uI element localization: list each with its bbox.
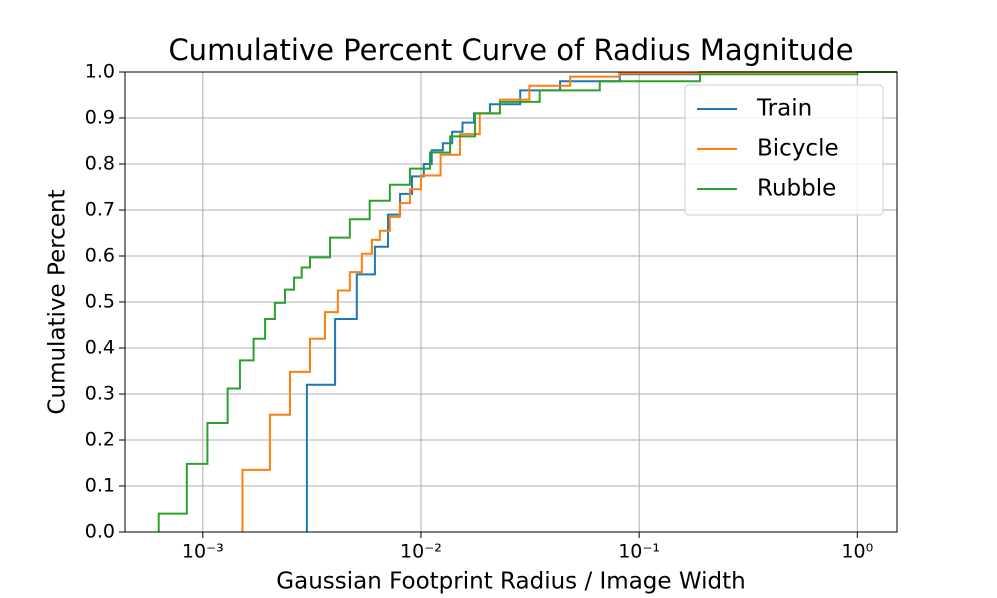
legend-box [684,84,884,216]
x-axis-label: Gaussian Footprint Radius / Image Width [276,569,745,595]
y-tick-label: 0.1 [85,475,115,497]
legend-label: Rubble [757,176,836,202]
y-tick-label: 0.9 [85,107,115,129]
y-tick-label: 0.2 [85,429,115,451]
y-tick-label: 0.8 [85,153,115,175]
y-tick-label: 0.7 [85,199,115,221]
x-tick-label: 10⁻² [400,541,442,563]
y-tick-label: 0.5 [85,291,115,313]
y-axis-label: Cumulative Percent [45,189,71,414]
y-tick-label: 0.3 [85,383,115,405]
x-tick-label: 10⁻¹ [618,541,660,563]
step-line [157,71,897,532]
y-tick-label: 1.0 [85,61,115,83]
legend-label: Bicycle [757,136,839,162]
legend: Train Bicycle Rubble [684,84,884,216]
y-tick-label: 0.0 [85,521,115,543]
x-tick-label: 10⁰ [841,541,873,563]
step-line [305,71,897,532]
y-tick-label: 0.6 [85,245,115,267]
chart-title: Cumulative Percent Curve of Radius Magni… [168,33,853,67]
plot-frame [124,71,898,533]
step-line [241,71,897,532]
x-tick-label: 10⁻³ [182,541,224,563]
legend-label: Train [756,96,812,122]
y-tick-label: 0.4 [85,337,115,359]
